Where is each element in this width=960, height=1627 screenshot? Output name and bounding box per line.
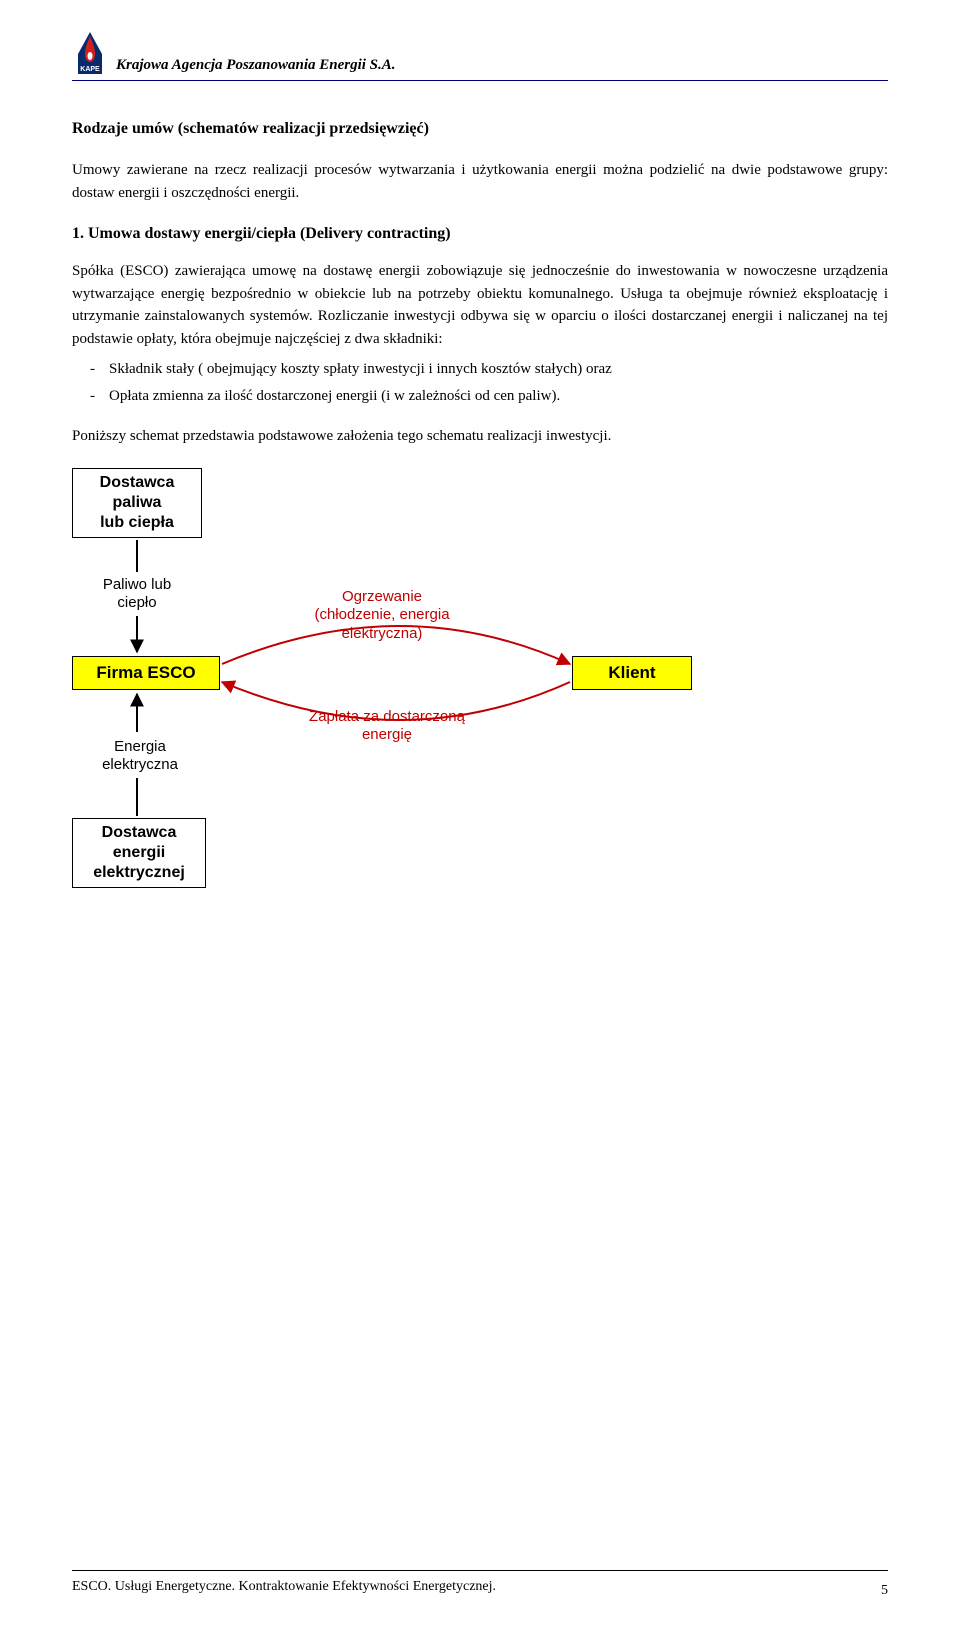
node-supplier-fuel: Dostawca paliwa lub ciepła [72,468,202,538]
page-number: 5 [881,1580,888,1601]
edge-label-heating: Ogrzewanie (chłodzenie, energia elektryc… [282,588,482,644]
logo-text: KAPE [80,66,100,73]
node-label: Klient [608,662,655,683]
page-footer: ESCO. Usługi Energetyczne. Kontraktowani… [72,1570,888,1598]
edge-label-elec: Energia elektryczna [100,738,180,776]
node-label: Dostawca paliwa lub ciepła [100,473,175,533]
list-dash-icon: - [90,385,95,408]
edge-label-payment: Zapłata za dostarczoną energię [272,708,502,746]
list-item-text: Opłata zmienna za ilość dostarczonej ene… [109,385,560,408]
subsection-title: 1. Umowa dostawy energii/ciepła (Deliver… [72,222,888,246]
list-dash-icon: - [90,358,95,381]
page: KAPE Krajowa Agencja Poszanowania Energi… [0,0,960,1627]
node-esco: Firma ESCO [72,656,220,690]
node-label: Firma ESCO [96,662,195,683]
node-client: Klient [572,656,692,690]
list-item: - Opłata zmienna za ilość dostarczonej e… [90,385,888,408]
page-header: KAPE Krajowa Agencja Poszanowania Energi… [72,30,888,81]
body-paragraph-1: Spółka (ESCO) zawierająca umowę na dosta… [72,260,888,350]
footer-text: ESCO. Usługi Energetyczne. Kontraktowani… [72,1579,496,1594]
node-label: Dostawca energii elektrycznej [93,823,185,883]
bullet-list: - Składnik stały ( obejmujący koszty spł… [90,358,888,407]
org-logo: KAPE [72,30,108,76]
list-item: - Składnik stały ( obejmujący koszty spł… [90,358,888,381]
list-item-text: Składnik stały ( obejmujący koszty spłat… [109,358,612,381]
intro-paragraph: Umowy zawierane na rzecz realizacji proc… [72,159,888,204]
section-title: Rodzaje umów (schematów realizacji przed… [72,117,888,141]
node-supplier-elec: Dostawca energii elektrycznej [72,818,206,888]
delivery-contracting-diagram: Dostawca paliwa lub ciepła Firma ESCO Kl… [72,468,712,908]
edge-label-fuel: Paliwo lub ciepło [92,576,182,614]
header-org-name: Krajowa Agencja Poszanowania Energii S.A… [116,54,396,77]
body-paragraph-2: Poniższy schemat przedstawia podstawowe … [72,425,888,448]
footer-rule [72,1570,888,1571]
